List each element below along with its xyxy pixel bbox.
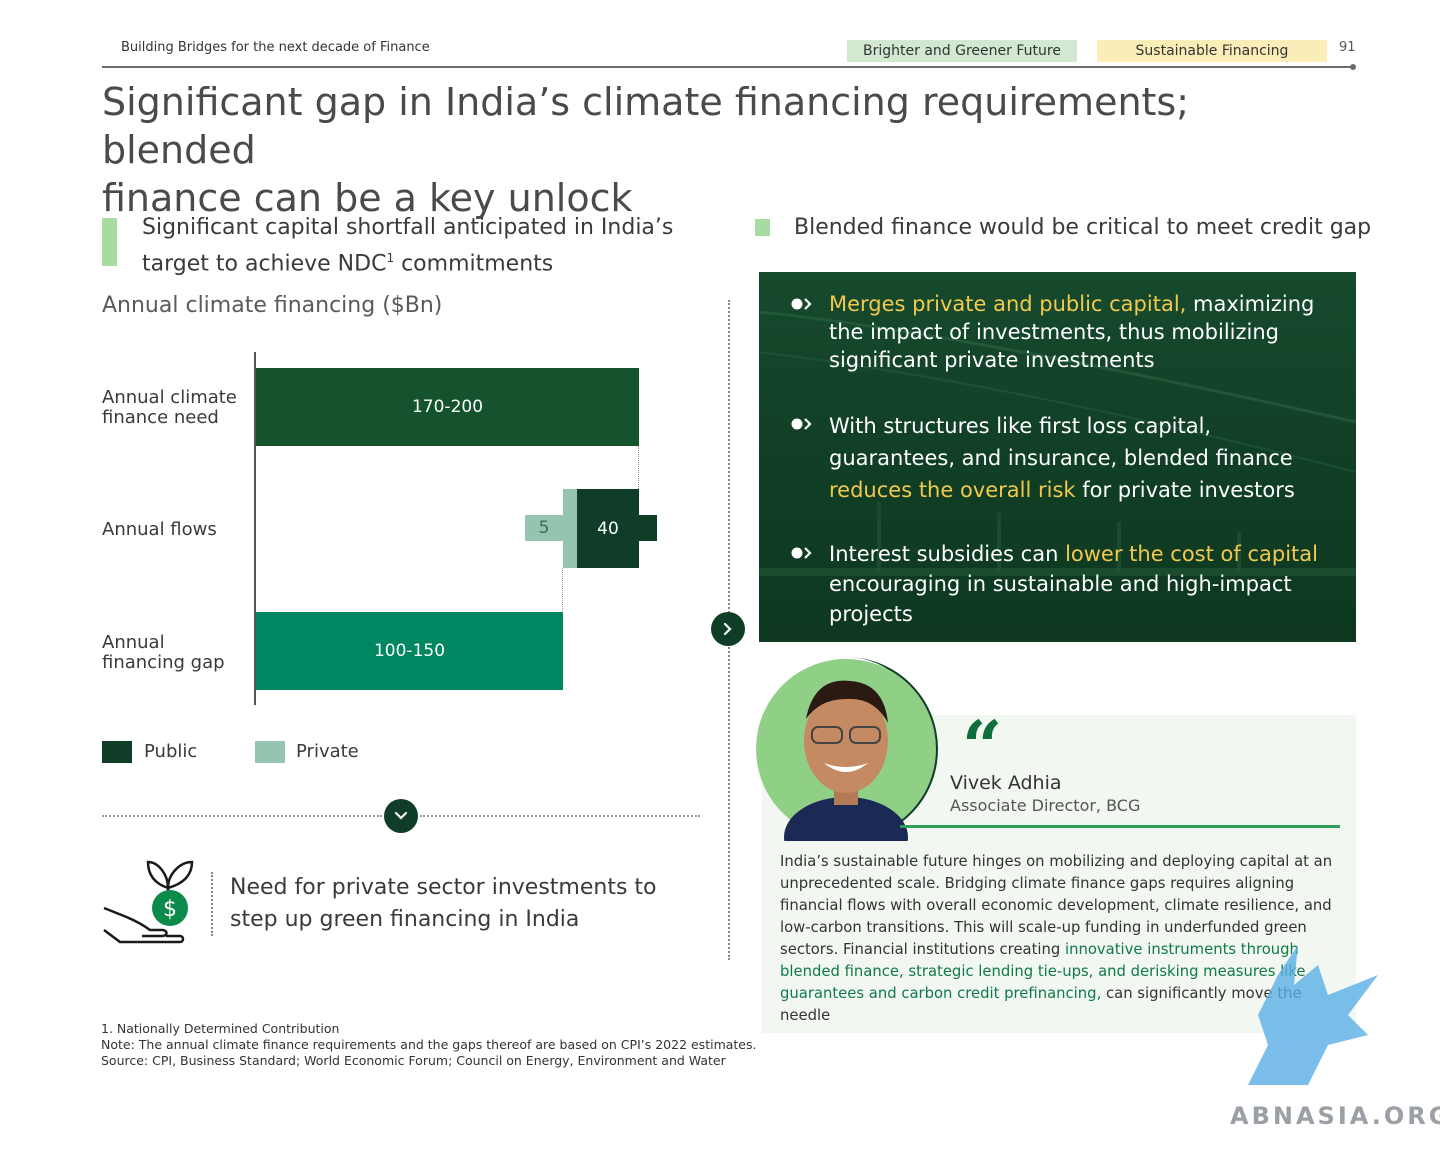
watermark-text: ABNASIA.ORG	[1230, 1102, 1440, 1130]
guide-line-gap	[562, 568, 563, 613]
category-label-flows: Annual flows	[102, 519, 217, 540]
document-title: Building Bridges for the next decade of …	[121, 40, 430, 55]
bar-annual-finance-need: 170-200	[256, 368, 639, 446]
guide-line-need	[638, 446, 639, 491]
quote-text-end: can significantly move the needle	[780, 985, 1302, 1024]
legend-label-public: Public	[144, 741, 198, 762]
bullet-merges-capital: Merges private and public capital, maxim…	[791, 290, 1321, 374]
footnote-note: Note: The annual climate finance require…	[101, 1037, 757, 1052]
category-label-gap: Annual financing gap	[102, 632, 225, 673]
page-title-line-2: finance can be a key unlock	[102, 176, 633, 220]
footnote-1: 1. Nationally Determined Contribution	[101, 1021, 340, 1036]
legend-swatch-public	[102, 741, 132, 763]
bar-annual-financing-gap: 100-150	[256, 612, 563, 690]
footnote-source: Source: CPI, Business Standard; World Ec…	[101, 1053, 726, 1068]
dotted-divider-left	[102, 815, 382, 817]
right-heading-accent	[755, 219, 770, 236]
bullet-3-text: encouraging in sustainable and high-impa…	[829, 572, 1292, 626]
chart-title: Annual climate financing ($Bn)	[102, 293, 443, 318]
chart-axis	[254, 352, 256, 705]
bullet-reduces-risk: With structures like first loss capital,…	[791, 410, 1321, 506]
section-tag-greener-future: Brighter and Greener Future	[847, 40, 1077, 62]
need-text-divider	[211, 872, 213, 936]
bullet-2-highlight: reduces the overall risk	[829, 478, 1076, 502]
blended-finance-panel	[759, 272, 1356, 642]
page-number: 91	[1339, 40, 1356, 55]
bullet-lower-cost: Interest subsidies can lower the cost of…	[791, 539, 1321, 629]
hand-holding-dollar-plant-icon: $	[102, 858, 194, 954]
quote-text-start: India’s sustainable future hinges on mob…	[780, 853, 1333, 958]
watermark-logo-icon	[1228, 935, 1384, 1099]
chevron-down-icon	[384, 799, 418, 833]
category-label-need: Annual climate finance need	[102, 387, 237, 428]
chevron-right-icon	[711, 612, 745, 646]
footnotes: 1. Nationally Determined Contribution No…	[101, 1021, 757, 1069]
bar-public-flows: 40	[577, 489, 639, 568]
quote-author-name: Vivek Adhia	[950, 772, 1062, 794]
left-section-heading: Significant capital shortfall anticipate…	[142, 213, 702, 279]
page-title: Significant gap in India’s climate finan…	[102, 78, 1302, 222]
header-divider	[102, 66, 1354, 68]
bullet-1-text: maximizing the impact of investments, th…	[829, 292, 1315, 372]
avatar	[754, 657, 950, 877]
page-title-line-1: Significant gap in India’s climate finan…	[102, 80, 1190, 172]
left-heading-text: Significant capital shortfall anticipate…	[142, 215, 674, 277]
quote-author-role: Associate Director, BCG	[950, 796, 1141, 815]
bullet-3-text-start: Interest subsidies can	[829, 542, 1066, 566]
quote-text: India’s sustainable future hinges on mob…	[780, 851, 1340, 1027]
section-tag-sustainable-financing: Sustainable Financing	[1097, 40, 1327, 62]
bar-public-flows-nub	[639, 515, 657, 541]
bullet-arrow-icon	[791, 547, 812, 559]
header-divider-dot	[1350, 64, 1356, 70]
legend-label-private: Private	[296, 741, 359, 762]
dotted-divider-right	[420, 815, 700, 817]
bullet-2-text: for private investors	[1075, 478, 1295, 502]
footnote-marker: 1	[386, 251, 395, 265]
bullet-1-highlight: Merges private and public capital,	[829, 292, 1187, 316]
bridge-background-image	[759, 310, 1356, 576]
bullet-2-text-start: With structures like first loss capital,…	[829, 414, 1293, 470]
quote-divider	[900, 825, 1340, 828]
svg-text:$: $	[163, 897, 177, 922]
left-heading-accent	[102, 218, 117, 266]
need-text: Need for private sector investments to s…	[230, 875, 657, 932]
bullet-3-highlight: lower the cost of capital	[1065, 542, 1318, 566]
quote-mark-icon: “	[962, 705, 1003, 788]
bar-private-flows: 5	[525, 515, 563, 541]
right-section-heading: Blended finance would be critical to mee…	[794, 215, 1372, 240]
quote-text-highlight: innovative instruments through blended f…	[780, 941, 1306, 1002]
bullet-arrow-icon	[791, 418, 812, 430]
bar-private-flows-stem	[563, 489, 577, 568]
legend-swatch-private	[255, 741, 285, 763]
left-heading-text-end: commitments	[394, 251, 554, 277]
bullet-arrow-icon	[791, 298, 812, 310]
